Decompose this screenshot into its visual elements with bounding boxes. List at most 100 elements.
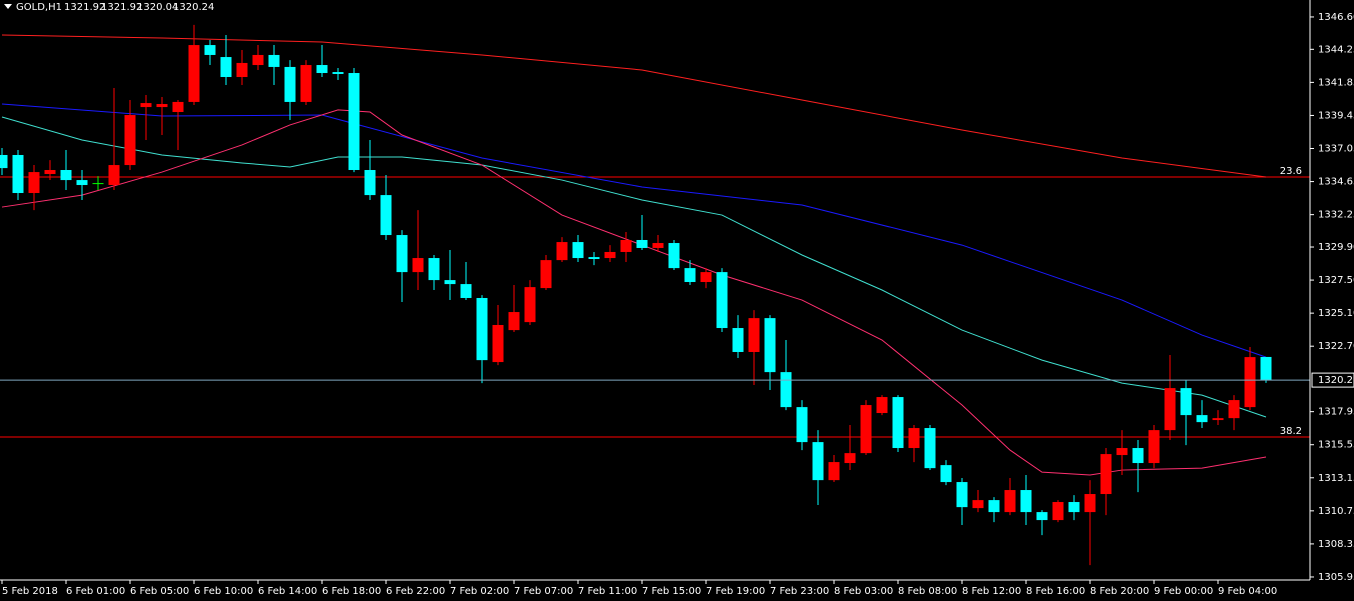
candle-body [396, 235, 408, 273]
candle-body [268, 54, 280, 67]
candle-body [300, 65, 312, 102]
candle-body [1036, 512, 1048, 521]
candle-body [908, 428, 920, 449]
candle-body [444, 280, 456, 285]
candle-body [1020, 490, 1032, 513]
y-tick-label: 1327.50 [1318, 275, 1354, 286]
candle-body [780, 372, 792, 408]
candle-body [1148, 430, 1160, 464]
candle-body [684, 268, 696, 283]
y-tick-label: 1346.60 [1318, 12, 1354, 23]
candle-body [988, 500, 1000, 513]
candle-body [92, 183, 104, 185]
x-tick-label: 6 Feb 10:00 [194, 586, 253, 597]
candle-body [284, 66, 296, 102]
candle-body [748, 318, 760, 352]
moving-average [1, 103, 1267, 358]
candle-body [1004, 490, 1016, 513]
candle-body [812, 442, 824, 481]
menu-triangle[interactable] [4, 4, 12, 9]
candle-body [12, 154, 24, 194]
candle-body [460, 284, 472, 298]
candle-body [956, 482, 968, 508]
candle-body [652, 243, 664, 248]
candle-body [1052, 502, 1064, 521]
candle-body [1180, 388, 1192, 416]
x-tick-label: 6 Feb 14:00 [258, 586, 317, 597]
moving-average [1, 116, 1267, 418]
fib-label: 38.2 [1280, 426, 1302, 437]
candle-body [1212, 418, 1224, 421]
moving-average [1, 34, 1267, 178]
y-tick-label: 1332.25 [1318, 210, 1354, 221]
candle-body [556, 242, 568, 261]
candle-body [1244, 357, 1256, 408]
candle-body [860, 405, 872, 454]
candle-body [940, 465, 952, 483]
candle-body [972, 500, 984, 509]
candle-body [428, 258, 440, 281]
candle-body [1100, 454, 1112, 495]
ohlc-high: 1321.92 [101, 2, 142, 13]
candle-body [156, 104, 168, 108]
candle-body [796, 407, 808, 443]
candle-body [172, 101, 184, 113]
price-label: 1320.24 [1318, 375, 1354, 386]
candle-body [876, 397, 888, 414]
candle-body [332, 72, 344, 74]
x-tick-label: 7 Feb 15:00 [642, 586, 701, 597]
x-tick-label: 8 Feb 08:00 [898, 586, 957, 597]
candle-body [892, 397, 904, 449]
price-label-box [1311, 372, 1354, 388]
x-tick-label: 6 Feb 18:00 [322, 586, 381, 597]
candle-body [492, 324, 504, 363]
candle-body [924, 428, 936, 469]
candle-body [1164, 388, 1176, 431]
candle-body [588, 257, 600, 260]
candle-body [476, 297, 488, 361]
fib-label: 23.6 [1280, 166, 1302, 177]
candle-body [540, 260, 552, 289]
candle-body [844, 453, 856, 464]
candle-body [252, 54, 264, 66]
candle-body [60, 170, 72, 181]
x-tick-label: 8 Feb 12:00 [962, 586, 1021, 597]
y-tick-label: 1341.85 [1318, 77, 1354, 88]
candle-body [1228, 400, 1240, 419]
ohlc-close: 1320.24 [173, 2, 214, 13]
candle-body [204, 45, 216, 55]
symbol: GOLD,H1 [16, 2, 62, 13]
x-tick-label: 7 Feb 02:00 [450, 586, 509, 597]
candle-body [220, 57, 232, 78]
ohlc-low: 1320.04 [137, 2, 178, 13]
candle-body [1068, 502, 1080, 513]
candle-body [44, 170, 56, 174]
candle-body [1132, 448, 1144, 464]
y-tick-label: 1322.70 [1318, 341, 1354, 352]
candle-body [1084, 494, 1096, 513]
candle-body [236, 62, 248, 78]
candle-body [124, 115, 136, 166]
candle-body [700, 272, 712, 283]
candle-body [1260, 356, 1272, 381]
candle-body [604, 251, 616, 259]
x-tick-label: 8 Feb 20:00 [1090, 586, 1149, 597]
candle-body [28, 172, 40, 194]
candle-body [732, 328, 744, 352]
candle-body [524, 287, 536, 323]
candle-body [716, 272, 728, 329]
y-tick-label: 1337.05 [1318, 144, 1354, 155]
y-tick-label: 1325.10 [1318, 308, 1354, 319]
candle-body [412, 258, 424, 273]
y-tick-label: 1305.95 [1318, 572, 1354, 583]
y-tick-label: 1339.45 [1318, 110, 1354, 121]
y-tick-label: 1315.55 [1318, 440, 1354, 451]
y-tick-label: 1308.35 [1318, 539, 1354, 550]
candle-body [508, 312, 520, 331]
x-tick-label: 7 Feb 23:00 [770, 586, 829, 597]
x-tick-label: 6 Feb 01:00 [66, 586, 125, 597]
x-tick-label: 8 Feb 16:00 [1026, 586, 1085, 597]
plot-area: 23.6 38.2 [0, 24, 1310, 566]
x-tick-label: 6 Feb 22:00 [386, 586, 445, 597]
